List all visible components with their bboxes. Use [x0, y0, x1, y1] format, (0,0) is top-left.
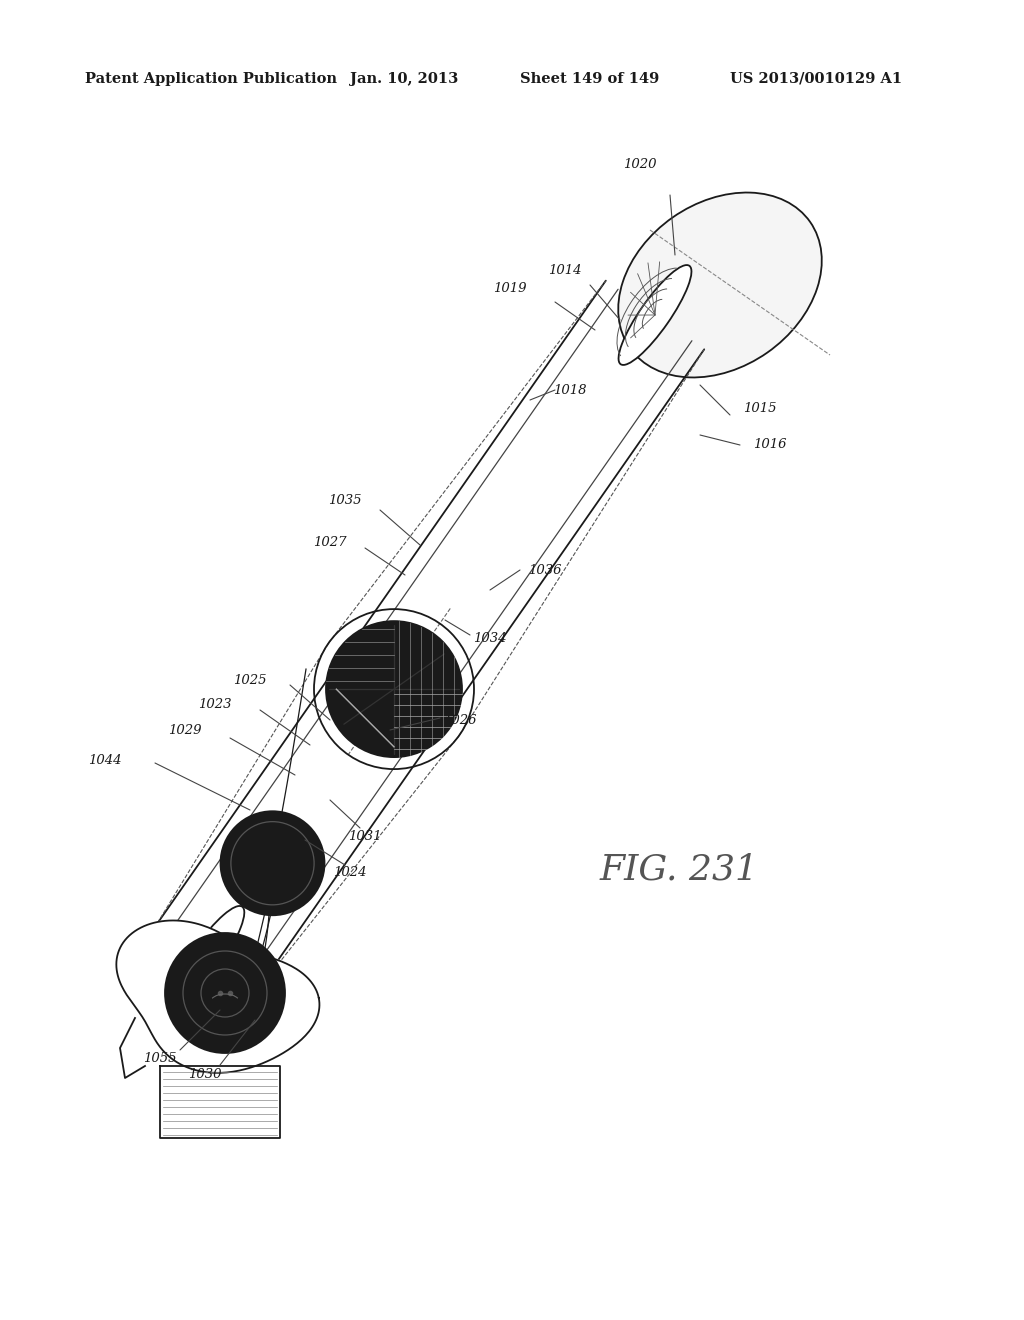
- Text: 1034: 1034: [473, 631, 507, 644]
- Ellipse shape: [171, 906, 245, 1006]
- Text: FIG. 231: FIG. 231: [600, 853, 759, 887]
- Text: Jan. 10, 2013: Jan. 10, 2013: [350, 73, 459, 86]
- Text: 1036: 1036: [528, 564, 562, 577]
- Polygon shape: [160, 1067, 280, 1138]
- Text: 1027: 1027: [313, 536, 347, 549]
- Text: 1044: 1044: [88, 754, 122, 767]
- Text: 1055: 1055: [143, 1052, 177, 1064]
- Text: 1031: 1031: [348, 829, 382, 842]
- Text: Patent Application Publication: Patent Application Publication: [85, 73, 337, 86]
- Text: 1030: 1030: [188, 1068, 222, 1081]
- Text: Sheet 149 of 149: Sheet 149 of 149: [520, 73, 659, 86]
- Text: 1018: 1018: [553, 384, 587, 396]
- Ellipse shape: [618, 193, 822, 378]
- Text: 1019: 1019: [494, 281, 526, 294]
- Text: 1023: 1023: [199, 698, 231, 711]
- Text: 1029: 1029: [168, 723, 202, 737]
- Text: 1020: 1020: [624, 158, 656, 172]
- Text: 1035: 1035: [329, 494, 361, 507]
- Circle shape: [220, 812, 325, 915]
- Text: 1024: 1024: [333, 866, 367, 879]
- Text: US 2013/0010129 A1: US 2013/0010129 A1: [730, 73, 902, 86]
- Text: 1026: 1026: [443, 714, 477, 726]
- Polygon shape: [117, 920, 319, 1073]
- Text: 1016: 1016: [754, 438, 786, 451]
- Circle shape: [326, 622, 462, 758]
- Text: 1015: 1015: [743, 401, 777, 414]
- Text: 1014: 1014: [548, 264, 582, 276]
- Ellipse shape: [618, 265, 691, 364]
- Text: 1025: 1025: [233, 673, 266, 686]
- Circle shape: [165, 933, 285, 1053]
